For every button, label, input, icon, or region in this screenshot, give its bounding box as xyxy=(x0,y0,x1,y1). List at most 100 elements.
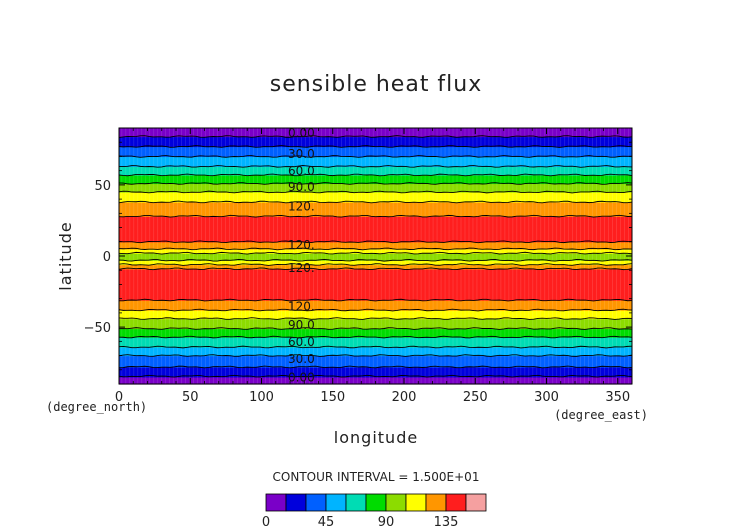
contour-label-1: 30.0 xyxy=(288,147,315,161)
contour-line-18 xyxy=(118,182,633,185)
contour-line-20 xyxy=(118,165,633,168)
x-axis-title: longitude xyxy=(334,428,418,447)
contour-line-15 xyxy=(118,214,633,218)
contour-label-10: 30.0 xyxy=(288,352,315,366)
y-unit-label: (degree_north) xyxy=(46,400,147,414)
x-tick-label-5: 250 xyxy=(463,390,488,405)
band-5 xyxy=(119,328,632,338)
band-9 xyxy=(119,268,632,301)
colorbar-swatch-4 xyxy=(345,493,367,512)
colorbar-swatch-10 xyxy=(465,493,487,512)
contour-line-13 xyxy=(118,247,633,251)
contour-label-3: 90.0 xyxy=(288,180,315,194)
band-8 xyxy=(119,300,632,311)
y-tick-label-1: 0 xyxy=(103,250,111,265)
colorbar-tick-label-0: 0 xyxy=(262,515,270,530)
band-2 xyxy=(119,355,632,368)
colorbar-swatch-2 xyxy=(305,493,327,512)
contour-line-6 xyxy=(118,317,633,320)
contour-label-4: 120. xyxy=(288,200,315,214)
contour-label-11: 0.00 xyxy=(288,370,315,384)
band-4 xyxy=(119,337,632,348)
y-tick-label-2: 50 xyxy=(94,179,111,194)
contour-label-7: 120. xyxy=(288,299,315,313)
contour-line-10 xyxy=(118,263,633,266)
band-21 xyxy=(119,156,632,167)
contour-line-4 xyxy=(118,335,633,339)
colorbar-swatch-5 xyxy=(365,493,387,512)
colorbar-swatch-3 xyxy=(325,493,347,512)
band-1 xyxy=(119,366,632,378)
contour-interval-label: CONTOUR INTERVAL = 1.500E+01 xyxy=(273,470,480,484)
band-11 xyxy=(119,260,632,266)
contour-line-11 xyxy=(118,258,633,262)
contour-line-14 xyxy=(118,240,633,244)
contour-label-8: 90.0 xyxy=(288,318,315,332)
band-15 xyxy=(119,216,632,243)
contour-bands xyxy=(119,128,632,385)
contour-line-2 xyxy=(118,354,633,357)
band-20 xyxy=(119,166,632,176)
colorbar-tick-label-2: 90 xyxy=(378,515,395,530)
band-0 xyxy=(119,376,632,385)
band-10 xyxy=(119,264,632,270)
contour-line-22 xyxy=(118,145,633,148)
band-18 xyxy=(119,183,632,193)
band-13 xyxy=(119,248,632,254)
colorbar: 0 45 90 135 xyxy=(262,493,487,530)
band-17 xyxy=(119,192,632,203)
x-tick-label-4: 200 xyxy=(392,390,417,405)
contour-line-12 xyxy=(118,251,633,255)
x-tick-label-2: 100 xyxy=(249,390,274,405)
x-tick-label-7: 350 xyxy=(605,390,630,405)
colorbar-swatch-0 xyxy=(265,493,287,512)
y-tick-label-0: −50 xyxy=(84,321,111,336)
colorbar-swatch-6 xyxy=(385,493,407,512)
band-22 xyxy=(119,146,632,158)
band-23 xyxy=(119,136,632,148)
contour-label-9: 60.0 xyxy=(288,335,315,349)
contour-line-23 xyxy=(118,135,633,138)
contour-line-1 xyxy=(118,365,633,369)
colorbar-tick-label-3: 135 xyxy=(434,515,459,530)
chart-title: sensible heat flux xyxy=(270,72,483,97)
colorbar-swatch-7 xyxy=(405,493,427,512)
contour-lines xyxy=(118,135,633,378)
contour-line-5 xyxy=(119,327,633,330)
x-tick-label-0: 0 xyxy=(115,390,123,405)
contour-line-8 xyxy=(119,298,633,302)
contour-line-3 xyxy=(118,345,633,349)
band-7 xyxy=(119,310,632,320)
x-tick-label-1: 50 xyxy=(182,390,199,405)
contour-line-0 xyxy=(118,374,633,378)
contour-label-0: 0.00 xyxy=(288,126,315,140)
band-19 xyxy=(119,174,632,185)
y-axis: −50 0 50 xyxy=(84,141,632,371)
x-tick-label-6: 300 xyxy=(534,390,559,405)
colorbar-swatch-1 xyxy=(285,493,307,512)
contour-line-16 xyxy=(118,200,633,204)
band-14 xyxy=(119,241,632,250)
colorbar-swatch-8 xyxy=(425,493,447,512)
contour-label-2: 60.0 xyxy=(288,164,315,178)
x-axis: 0 50 100 150 200 250 300 350 xyxy=(115,128,630,405)
contour-line-17 xyxy=(118,190,633,194)
band-24 xyxy=(119,128,632,138)
x-tick-label-3: 150 xyxy=(320,390,345,405)
band-6 xyxy=(119,318,632,330)
band-16 xyxy=(119,201,632,217)
x-unit-label: (degree_east) xyxy=(554,408,648,422)
band-12 xyxy=(119,253,632,261)
contour-line-19 xyxy=(118,173,633,177)
band-3 xyxy=(119,347,632,357)
contour-labels: 0.00 30.0 60.0 90.0 120. 120. 120. 120. 90.0 60.0… xyxy=(288,126,315,385)
contour-label-5: 120. xyxy=(288,238,315,252)
y-axis-title: latitude xyxy=(56,221,75,290)
colorbar-swatch-9 xyxy=(445,493,467,512)
contour-line-21 xyxy=(118,155,633,158)
contour-line-7 xyxy=(118,308,633,312)
colorbar-tick-label-1: 45 xyxy=(318,515,335,530)
contour-line-9 xyxy=(118,267,633,271)
contour-label-6: 120. xyxy=(288,261,315,275)
